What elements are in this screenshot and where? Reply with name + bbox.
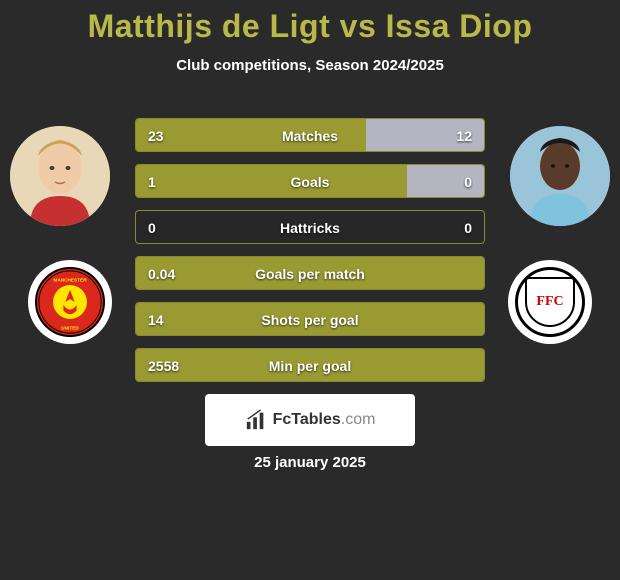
- player1-avatar: [10, 126, 110, 226]
- stat-label: Matches: [136, 119, 484, 152]
- fulham-crest-icon: FFC: [515, 267, 585, 337]
- player2-avatar: [510, 126, 610, 226]
- player1-name: Matthijs de Ligt: [88, 8, 331, 44]
- comparison-date: 25 january 2025: [0, 454, 620, 471]
- fulham-crest-letters: FFC: [536, 294, 563, 310]
- stat-row: 0.04Goals per match: [135, 256, 485, 290]
- comparison-title: Matthijs de Ligt vs Issa Diop: [0, 0, 620, 45]
- branding-text: FcTables.com: [273, 411, 376, 429]
- comparison-subtitle: Club competitions, Season 2024/2025: [0, 57, 620, 74]
- stat-value-right: 0: [464, 165, 472, 198]
- branding-suffix: .com: [341, 411, 376, 428]
- stats-container: 23Matches121Goals00Hattricks00.04Goals p…: [135, 118, 485, 394]
- stat-label: Hattricks: [136, 211, 484, 244]
- player1-club-crest: MANCHESTER UNITED: [28, 260, 112, 344]
- manutd-crest-icon: MANCHESTER UNITED: [35, 267, 105, 337]
- stat-label: Shots per goal: [136, 303, 484, 336]
- stat-row: 14Shots per goal: [135, 302, 485, 336]
- stat-row: 0Hattricks0: [135, 210, 485, 244]
- svg-text:MANCHESTER: MANCHESTER: [53, 277, 87, 282]
- title-vs: vs: [330, 8, 385, 44]
- fctables-logo-icon: [245, 409, 267, 431]
- player1-avatar-svg: [10, 126, 110, 226]
- svg-text:UNITED: UNITED: [61, 325, 79, 330]
- player2-avatar-svg: [510, 126, 610, 226]
- stat-label: Min per goal: [136, 349, 484, 382]
- stat-value-right: 0: [464, 211, 472, 244]
- stat-row: 23Matches12: [135, 118, 485, 152]
- stat-value-right: 12: [456, 119, 472, 152]
- stat-label: Goals per match: [136, 257, 484, 290]
- stat-row: 2558Min per goal: [135, 348, 485, 382]
- stat-label: Goals: [136, 165, 484, 198]
- player2-name: Issa Diop: [386, 8, 533, 44]
- branding-name: FcTables: [273, 411, 341, 428]
- branding-box: FcTables.com: [205, 394, 415, 446]
- player2-club-crest: FFC: [508, 260, 592, 344]
- stat-row: 1Goals0: [135, 164, 485, 198]
